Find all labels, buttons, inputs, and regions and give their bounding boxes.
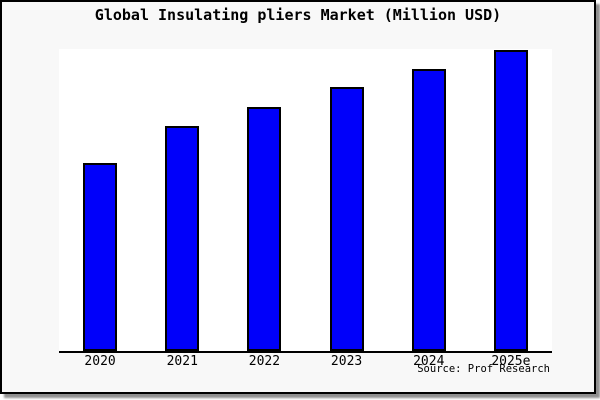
x-tick-label-2021: 2021 [166,354,198,369]
x-tick-label-2025e: 2025e [491,354,531,369]
bar-2024 [411,69,446,351]
bar-2023 [329,87,364,351]
x-tick-label-2024: 2024 [413,354,445,369]
x-tick-label-2022: 2022 [248,354,281,369]
chart-title: Global Insulating pliers Market (Million… [94,6,502,24]
x-tick-label-2023: 2023 [330,354,363,369]
bar-2020 [83,163,118,351]
x-tick-label-2020: 2020 [84,354,116,369]
bar-2022 [247,107,282,351]
bar-2025e [493,50,528,351]
source-label: Source: Prof Research [417,363,550,375]
plot-area: 2020 2021 2022 2023 2024 2025e [59,49,552,369]
chart-panel: Global Insulating pliers Market (Million… [0,0,596,394]
bar-2021 [165,126,200,351]
